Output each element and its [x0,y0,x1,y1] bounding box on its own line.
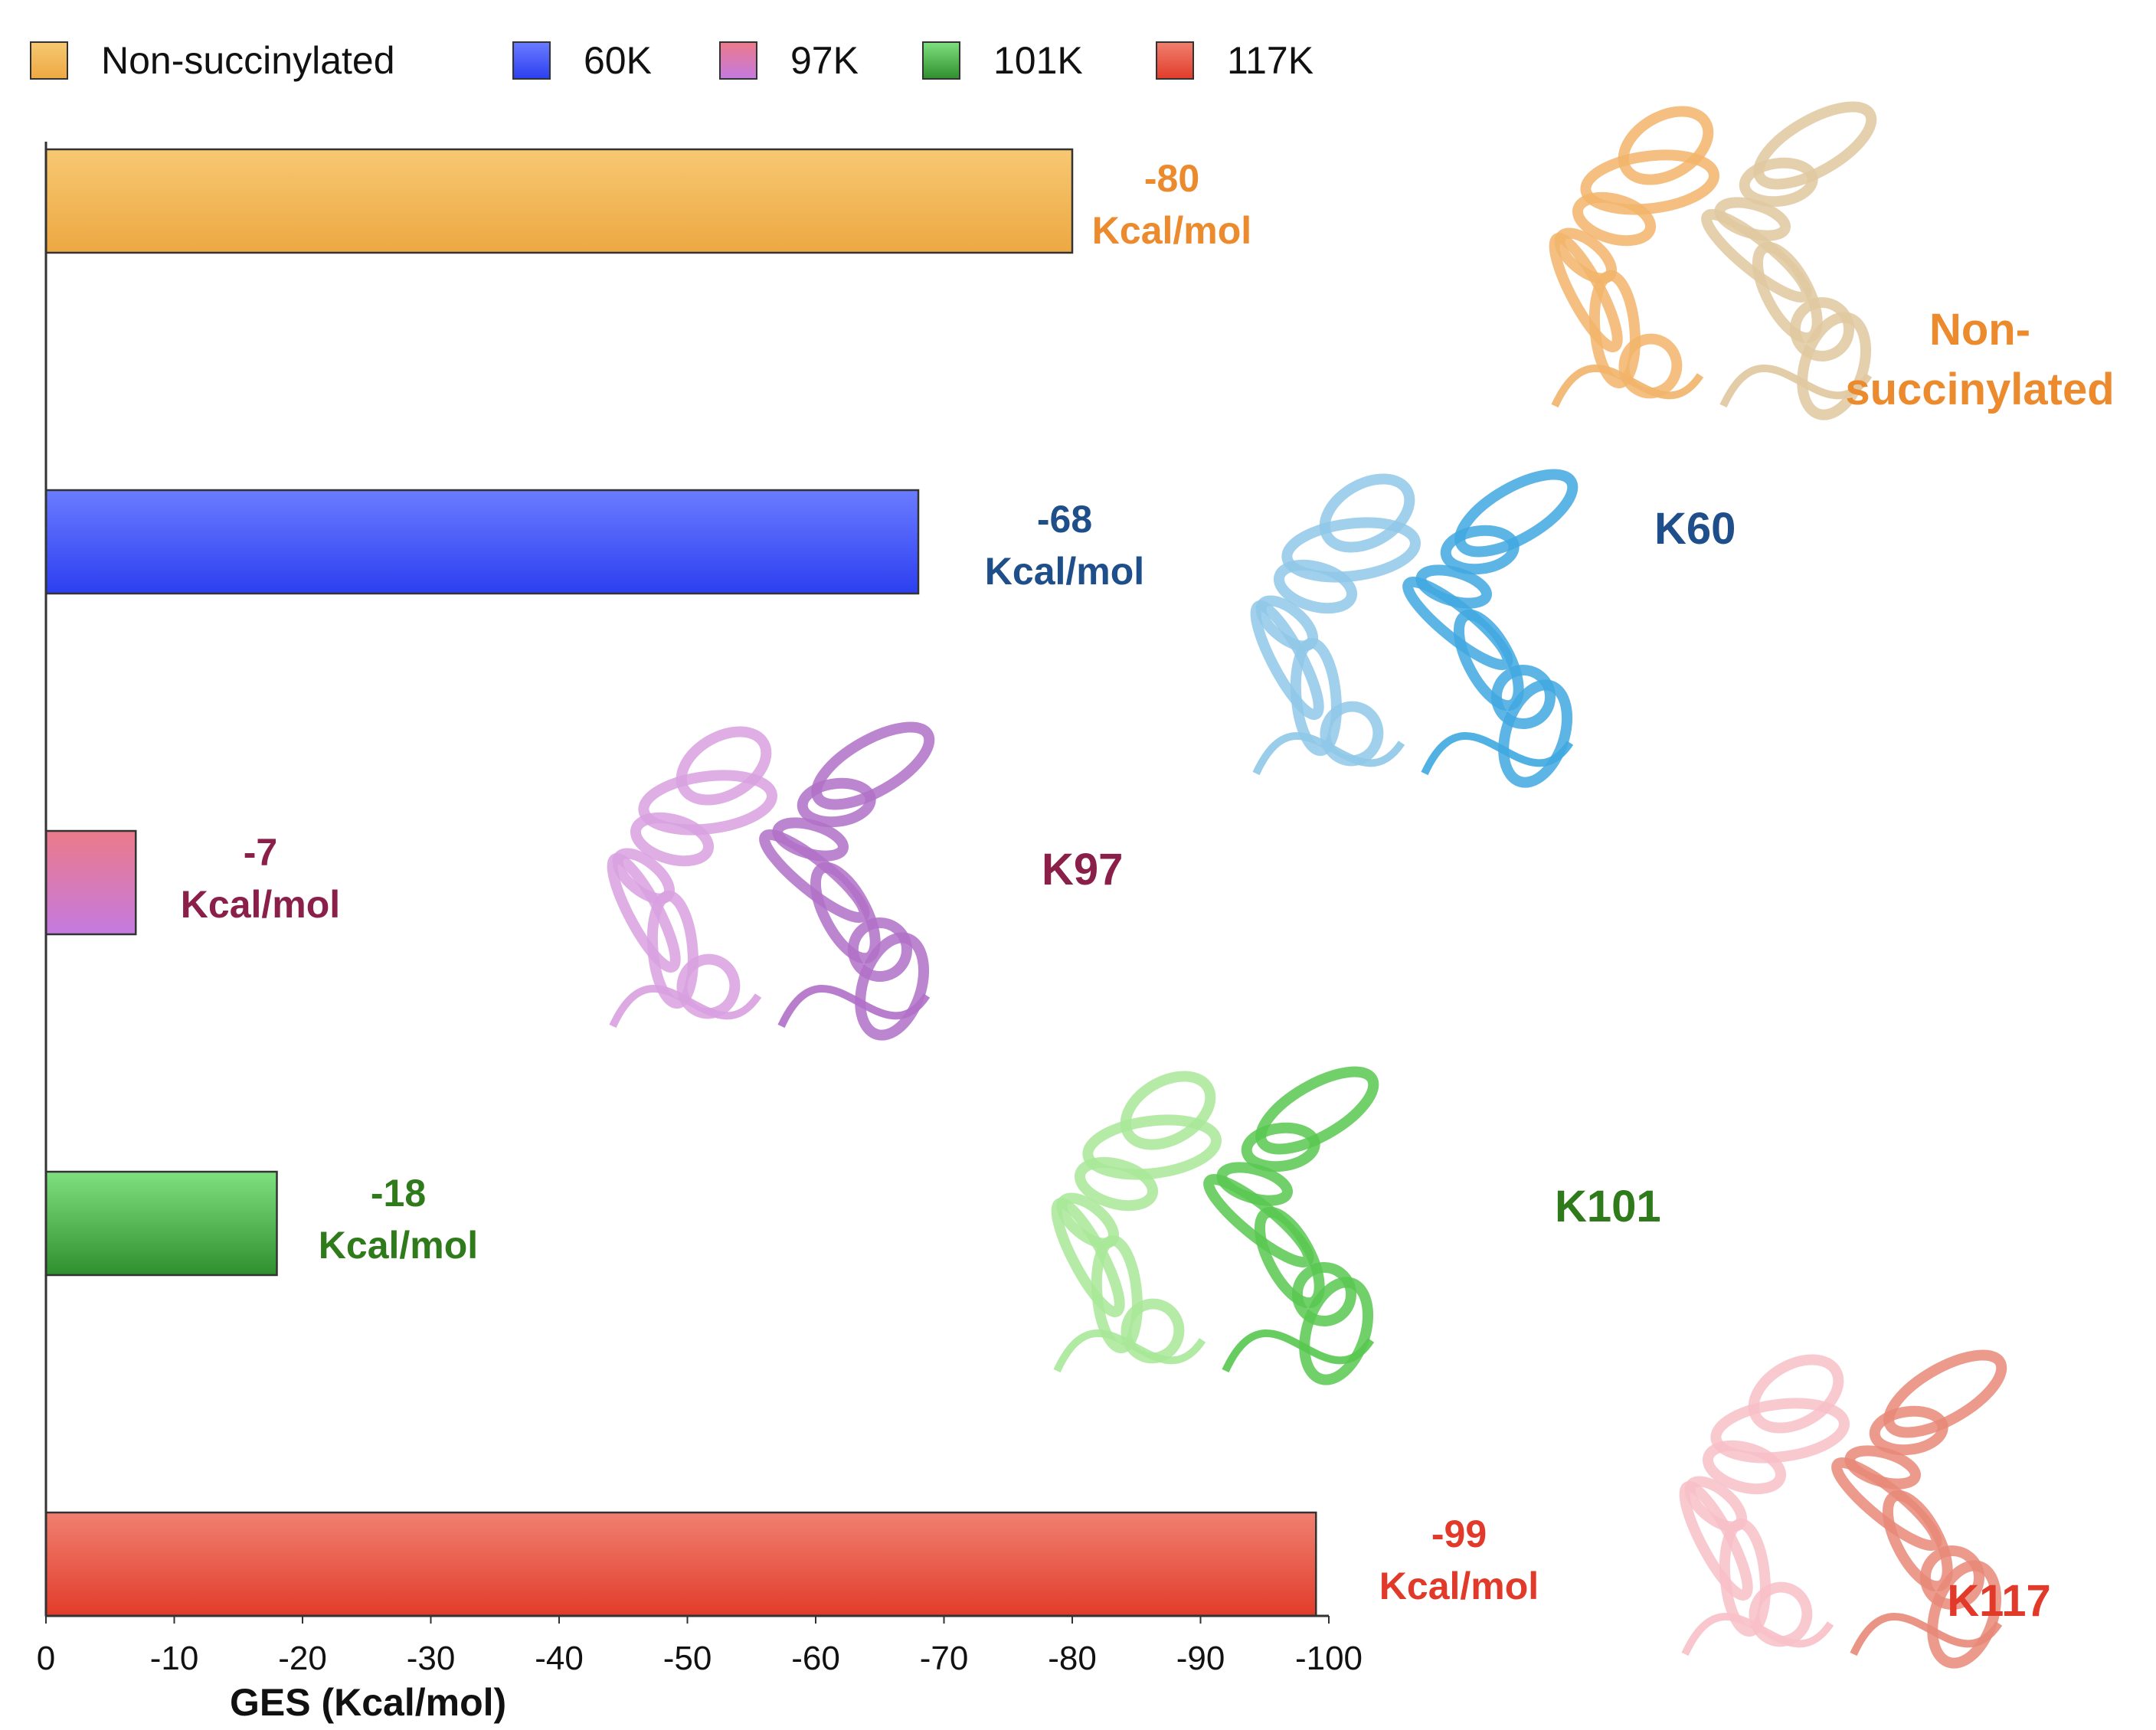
x-tick-label: 0 [37,1640,55,1677]
bar [44,489,920,595]
bar [44,1170,278,1277]
protein-structure-k97 [607,721,935,1041]
axes [44,142,1329,1617]
x-tick-label: -50 [663,1640,712,1677]
bar [44,829,137,936]
value-label: -99 Kcal/mol [1379,1513,1539,1607]
x-tick-label: -70 [920,1640,969,1677]
legend-swatch [512,41,551,80]
protein-structure-k60 [1250,469,1579,788]
legend-label: 101K [993,39,1083,82]
x-tick-label: -100 [1295,1640,1363,1677]
legend-label: 60K [584,39,652,82]
x-tick-label: -10 [150,1640,199,1677]
value-label: -18 Kcal/mol [319,1172,478,1267]
legend-label: Non-succinylated [101,39,395,82]
protein-structure-k101 [1051,1066,1379,1385]
legend-swatch [719,41,757,80]
x-tick-label: -80 [1048,1640,1097,1677]
value-label: -68 Kcal/mol [985,498,1144,593]
legend-swatch [1156,41,1194,80]
value-labels: -80 Kcal/mol -68 Kcal/mol -7 Kcal/mol -18 Kcal/… [181,157,1539,1607]
protein-structure-non-succinylated [1549,101,1877,420]
bar [44,148,1074,254]
legend-swatch [30,41,68,80]
x-tick-label: -90 [1176,1640,1225,1677]
structure-label: K117 [1947,1576,2050,1626]
structure-label: K60 [1654,504,1736,554]
legend-swatch [922,41,960,80]
structure-label: Non-succinylated [1845,305,2114,414]
x-axis-label: GES (Kcal/mol) [230,1681,506,1724]
legend: Non-succinylated 60K 97K 101K 117K [30,39,1314,82]
legend-label: 97K [790,39,859,82]
x-ticks: 0 -10 -20 -30 -40 -50 -60 -70 -80 -90 -100 [37,1616,1363,1677]
protein-structures: Non-succinylated K60 K97 K101 K117 [607,101,2115,1669]
protein-structure-k117 [1679,1349,2007,1669]
x-tick-label: -60 [791,1640,840,1677]
x-tick-label: -20 [278,1640,327,1677]
value-label: -80 Kcal/mol [1092,157,1251,252]
x-tick-label: -40 [535,1640,584,1677]
value-label: -7 Kcal/mol [181,831,340,926]
structure-label: K101 [1555,1182,1661,1231]
x-tick-label: -30 [407,1640,456,1677]
legend-label: 117K [1227,39,1314,82]
structure-label: K97 [1042,845,1123,894]
bar [44,1511,1317,1617]
bars [44,148,1317,1617]
